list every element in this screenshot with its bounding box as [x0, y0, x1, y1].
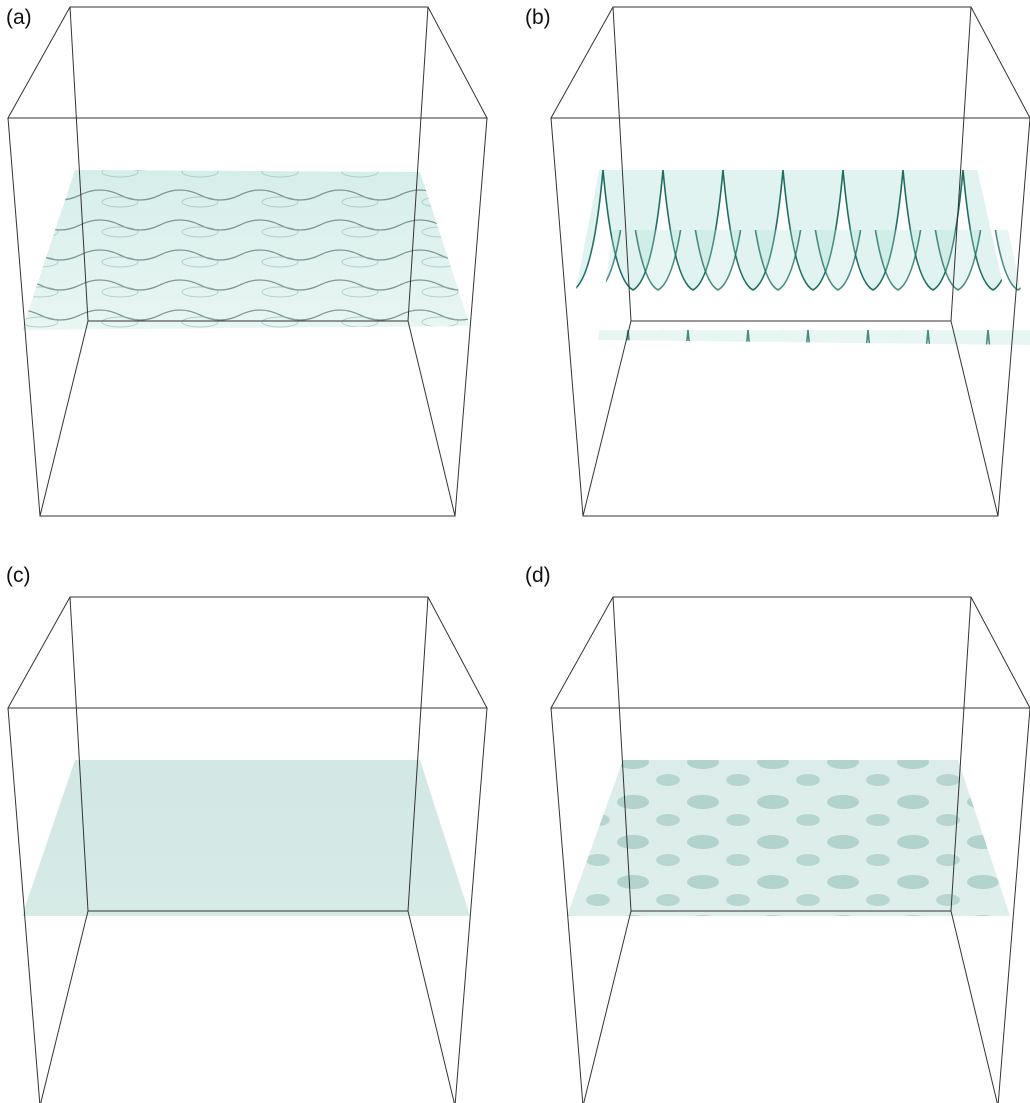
panel-label: (a): [6, 6, 32, 29]
surface-ripples: [22, 170, 470, 330]
panel-label: (c): [6, 564, 31, 587]
panel-label: (b): [525, 6, 551, 29]
panel-b: (b): [525, 6, 1030, 516]
panel-label: (d): [525, 564, 551, 587]
panel-d: (d): [525, 564, 1030, 1103]
panel-c: (c): [6, 564, 487, 1103]
figure: (a) (b) (c) (d): [0, 0, 1030, 1103]
surface-layer: [598, 230, 1030, 345]
surface-blotches: [567, 760, 1010, 916]
panel-a: (a): [6, 6, 487, 516]
surface: [22, 760, 470, 916]
